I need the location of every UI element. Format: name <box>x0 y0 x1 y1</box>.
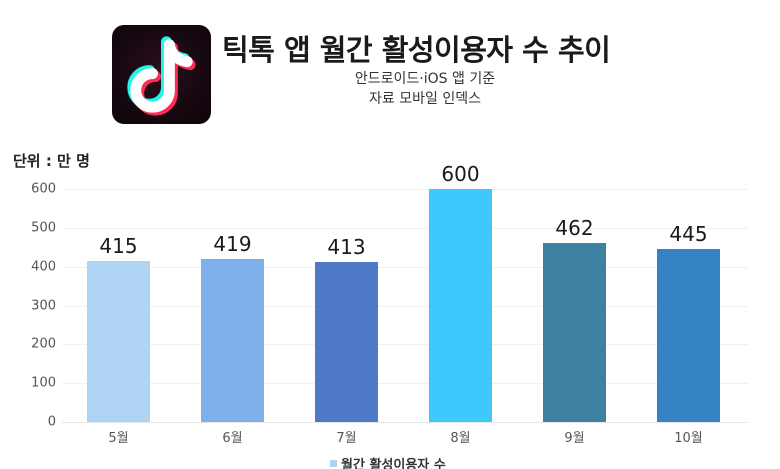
bar-7월[interactable] <box>315 261 378 422</box>
y-tick-label: 600 <box>31 181 56 197</box>
plot-area: 415 419 413 600 462 445 <box>62 162 748 423</box>
subtitle-source: 자료 모바일 인덱스 <box>369 91 481 107</box>
y-tick-label: 200 <box>31 336 56 352</box>
bar-value-label: 419 <box>213 232 252 257</box>
legend-label: 월간 활성이용자 수 <box>341 458 446 469</box>
gridline <box>62 422 748 423</box>
bar-value-label: 413 <box>327 234 366 259</box>
gridline <box>62 383 748 385</box>
subtitle-basis: 안드로이드·iOS 앱 기준 <box>354 71 496 87</box>
unit-label: 단위 : 만 명 <box>13 152 90 170</box>
x-tick-label: 6월 <box>222 431 243 446</box>
bar-8월[interactable] <box>429 189 492 422</box>
bar-9월[interactable] <box>543 242 606 422</box>
y-tick-label: 400 <box>31 259 56 275</box>
bar-value-label: 600 <box>441 162 480 186</box>
y-tick-label: 100 <box>31 375 56 391</box>
x-tick-label: 10월 <box>674 431 703 446</box>
bar-10월[interactable] <box>657 249 720 422</box>
y-tick-label: 0 <box>47 414 56 430</box>
x-tick-label: 8월 <box>450 431 471 446</box>
bar-value-label: 462 <box>555 215 594 240</box>
bar-value-label: 415 <box>99 233 138 258</box>
legend-swatch <box>330 460 337 467</box>
bar-6월[interactable] <box>201 259 264 422</box>
gridline <box>62 344 748 346</box>
chart-title: 틱톡 앱 월간 활성이용자 수 추이 <box>222 33 611 67</box>
bar-value-label: 445 <box>669 222 708 247</box>
y-tick-label: 300 <box>31 298 56 313</box>
legend: 월간 활성이용자 수 <box>330 454 446 469</box>
gridline <box>62 189 748 190</box>
x-tick-label: 5월 <box>108 431 129 446</box>
x-tick-label: 9월 <box>564 431 585 446</box>
tiktok-logo-icon <box>112 25 211 124</box>
gridline <box>62 266 748 268</box>
chart-subtitle: 안드로이드·iOS 앱 기준 자료 모바일 인덱스 <box>300 69 550 109</box>
bar-5월[interactable] <box>87 260 150 422</box>
gridline <box>62 305 748 307</box>
gridline <box>62 227 748 229</box>
x-tick-label: 7월 <box>336 431 357 446</box>
y-tick-label: 500 <box>31 220 56 236</box>
